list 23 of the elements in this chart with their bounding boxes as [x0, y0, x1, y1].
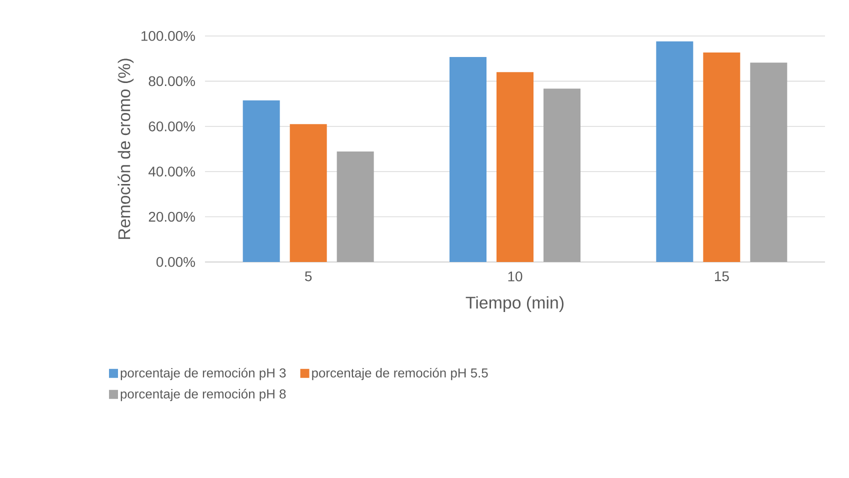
bar [656, 41, 694, 262]
bar [336, 151, 374, 262]
bar [290, 124, 327, 262]
y-tick-label: 0.00% [156, 257, 195, 267]
x-axis-title: Tiempo (min) [466, 296, 564, 312]
legend-label: porcentaje de remoción pH 5.5 [312, 368, 488, 380]
bar [242, 100, 280, 262]
y-tick-label: 100.00% [141, 31, 195, 41]
bar [450, 57, 487, 262]
y-tick-label: 40.00% [148, 166, 195, 177]
bar [703, 52, 740, 262]
x-tick-label: 10 [508, 271, 522, 282]
bar [496, 72, 534, 262]
legend-label: porcentaje de remoción pH 3 [120, 368, 286, 380]
legend-label: porcentaje de remoción pH 8 [120, 388, 286, 402]
x-tick-label: 5 [305, 272, 312, 282]
x-tick-label: 15 [714, 272, 729, 282]
y-tick-label: 60.00% [148, 121, 195, 132]
y-axis-title: Remoción de cromo (%) [118, 58, 134, 239]
y-tick-label: 20.00% [148, 212, 195, 222]
bar [544, 88, 581, 262]
y-tick-label: 80.00% [148, 76, 195, 86]
bar [750, 62, 788, 262]
